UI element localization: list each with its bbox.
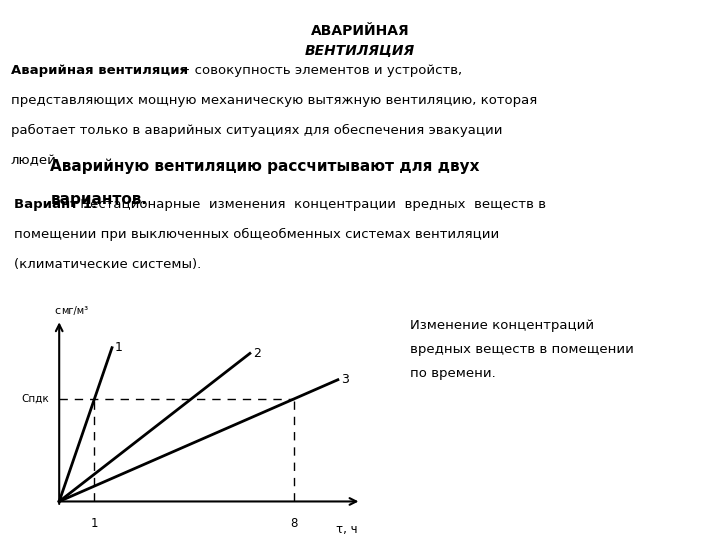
Text: 1: 1 [115,341,123,354]
Text: 1: 1 [91,517,98,530]
Text: 2: 2 [253,347,261,360]
Text: представляющих мощную механическую вытяжную вентиляцию, которая: представляющих мощную механическую вытяж… [11,94,537,107]
Text: АВАРИЙНАЯ: АВАРИЙНАЯ [311,24,409,38]
Text: ВЕНТИЛЯЦИЯ: ВЕНТИЛЯЦИЯ [305,43,415,57]
Text: (климатические системы).: (климатические системы). [14,258,202,271]
Text: Аварийную вентиляцию рассчитывают для двух: Аварийную вентиляцию рассчитывают для дв… [50,159,480,174]
Text: τ, ч: τ, ч [336,523,357,536]
Text: Вариант 1.: Вариант 1. [14,198,97,211]
Text: мг/м³: мг/м³ [60,306,88,316]
Text: 8: 8 [290,517,297,530]
Text: людей.: людей. [11,154,60,167]
Text: помещении при выключенных общеобменных системах вентиляции: помещении при выключенных общеобменных с… [14,228,500,241]
Text: Cпдк: Cпдк [21,394,49,404]
Text: 3: 3 [341,373,348,386]
Text: вредных веществ в помещении: вредных веществ в помещении [410,343,634,356]
Text: работает только в аварийных ситуациях для обеспечения эвакуации: работает только в аварийных ситуациях дл… [11,124,503,137]
Text: Изменение концентраций: Изменение концентраций [410,319,595,332]
Text: Нестационарные  изменения  концентрации  вредных  веществ в: Нестационарные изменения концентрации вр… [76,198,546,211]
Text: вариантов.: вариантов. [50,192,148,207]
Text: − совокупность элементов и устройств,: − совокупность элементов и устройств, [175,64,462,77]
Text: Аварийная вентиляция: Аварийная вентиляция [11,64,188,77]
Text: с: с [55,306,61,316]
Text: по времени.: по времени. [410,367,496,380]
